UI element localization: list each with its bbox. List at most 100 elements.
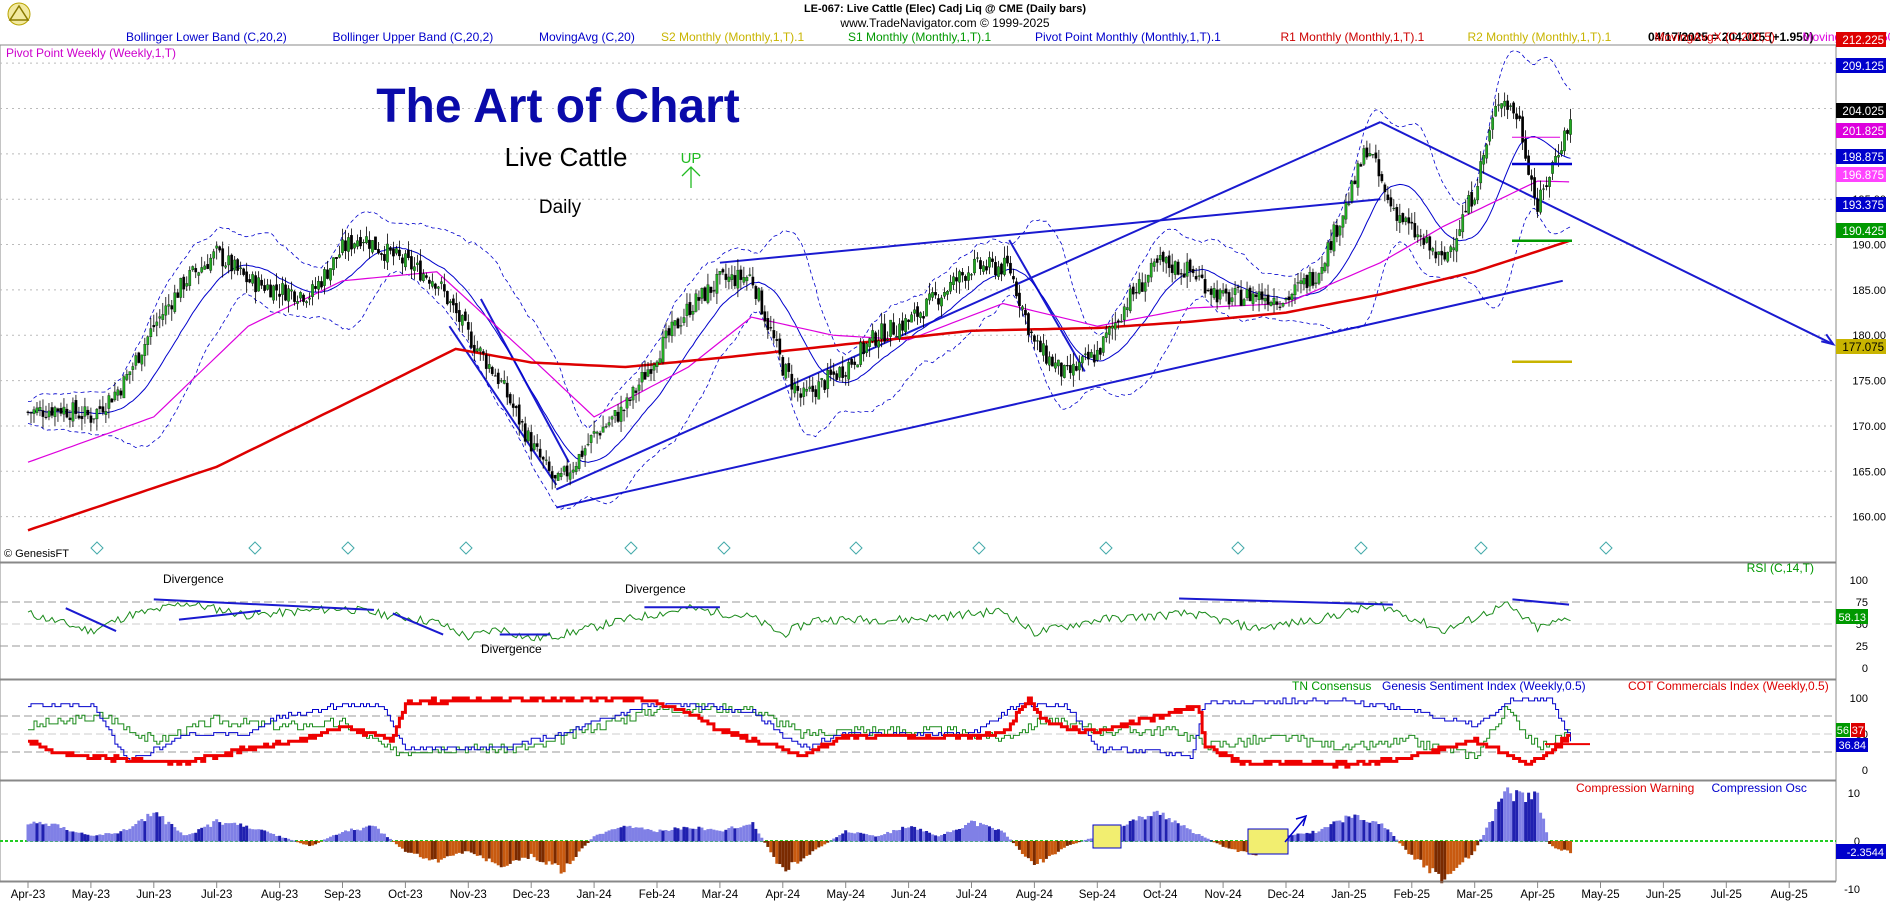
candle-body: [856, 364, 860, 368]
candle-body: [940, 297, 943, 307]
candle-body: [694, 293, 698, 312]
compression-bar: [140, 818, 144, 842]
candle-body: [335, 257, 338, 260]
compression-bar: [1476, 841, 1480, 846]
candle-body: [490, 366, 494, 375]
candle-body: [1048, 356, 1051, 366]
candle-body: [257, 277, 260, 292]
candle-body: [263, 285, 266, 291]
compression-bar: [619, 827, 623, 842]
compression-bar: [514, 841, 518, 861]
candle-body: [853, 361, 857, 365]
candle-body: [877, 340, 880, 348]
candle-body: [1173, 261, 1177, 275]
compression-bar: [1023, 841, 1027, 857]
candle-body: [766, 318, 770, 330]
candle-body: [131, 366, 135, 370]
candle-body: [1305, 274, 1309, 288]
candle-body: [128, 371, 132, 376]
compression-bar: [553, 841, 557, 864]
rsi-badge: [1836, 609, 1868, 624]
candle-body: [532, 443, 536, 450]
compression-bar: [841, 833, 845, 842]
compression-bar: [1503, 791, 1507, 842]
candle-body: [272, 285, 275, 301]
candle-body: [311, 284, 314, 297]
compression-bar: [1152, 811, 1156, 842]
candle-body: [368, 239, 371, 249]
candle-body: [182, 276, 186, 290]
candle-body: [341, 239, 344, 253]
candle-body: [1515, 113, 1518, 120]
candle-body: [517, 404, 521, 425]
compression-bar: [610, 829, 614, 842]
candle-body: [622, 409, 626, 412]
compression-bar: [886, 831, 890, 842]
compression-bar: [1296, 833, 1300, 842]
compression-bar: [580, 841, 584, 849]
compression-bar: [1221, 841, 1225, 847]
compression-bar: [1056, 841, 1060, 852]
compression-bar: [152, 812, 156, 842]
candle-body: [1248, 287, 1252, 302]
compression-bar: [673, 827, 677, 842]
compression-bar: [730, 826, 734, 842]
candle-body: [1092, 354, 1096, 363]
compression-bar: [1191, 833, 1195, 842]
compression-bar: [972, 821, 976, 842]
compression-bar: [167, 821, 171, 842]
compression-bar: [1305, 832, 1309, 842]
compression-bar: [598, 833, 602, 842]
compression-bar: [910, 826, 914, 842]
candle-body: [1518, 115, 1521, 119]
event-markers: [90, 541, 1613, 555]
candle-body: [562, 466, 566, 472]
candle-body: [679, 325, 683, 327]
compression-bar: [161, 816, 165, 842]
compression-bar: [937, 836, 941, 842]
price-tick-label: 170.00: [1852, 421, 1886, 433]
compression-bar: [1422, 841, 1426, 868]
compression-bar: [1020, 841, 1024, 855]
candle-body: [1045, 345, 1048, 364]
candle-body: [1383, 184, 1387, 193]
candle-body: [53, 407, 57, 417]
candle-body: [748, 274, 752, 276]
candle-body: [71, 402, 75, 422]
candle-body: [775, 339, 779, 341]
trendline-arrow-icon: [1820, 333, 1836, 346]
candle-body: [383, 254, 386, 261]
candle-body: [742, 277, 746, 283]
compression-bar: [1524, 801, 1528, 842]
candle-body: [973, 258, 976, 274]
candle-body: [1239, 289, 1243, 306]
candle-body: [1470, 192, 1474, 207]
candle-body: [1236, 286, 1240, 288]
compression-bar: [1344, 815, 1348, 842]
candle-body: [1200, 274, 1204, 279]
candle-body: [946, 291, 949, 295]
compression-bar: [778, 841, 782, 865]
compression-bar: [116, 833, 120, 842]
candle-body: [317, 281, 320, 290]
compression-bar: [38, 821, 42, 842]
compression-bar: [1374, 821, 1378, 842]
compression-bar: [131, 826, 135, 842]
candle-body: [62, 406, 66, 415]
candle-body: [224, 265, 228, 268]
compression-bar: [1368, 822, 1372, 842]
compression-bar: [628, 825, 632, 842]
candle-body: [736, 269, 740, 289]
compression-bar: [1467, 841, 1471, 859]
date-tick-label: Apr-23: [11, 889, 46, 901]
compression-bar: [1017, 841, 1021, 850]
candle-body: [143, 344, 147, 356]
price-badge-value: 198.875: [1842, 152, 1884, 164]
legend-item-7: R1 Monthly (Monthly,1,T).1: [1281, 30, 1425, 44]
compression-bar: [74, 832, 78, 842]
compression-bar: [634, 827, 638, 842]
candle-body: [1015, 281, 1018, 297]
candle-body: [1278, 306, 1282, 308]
candle-body: [1119, 321, 1123, 323]
